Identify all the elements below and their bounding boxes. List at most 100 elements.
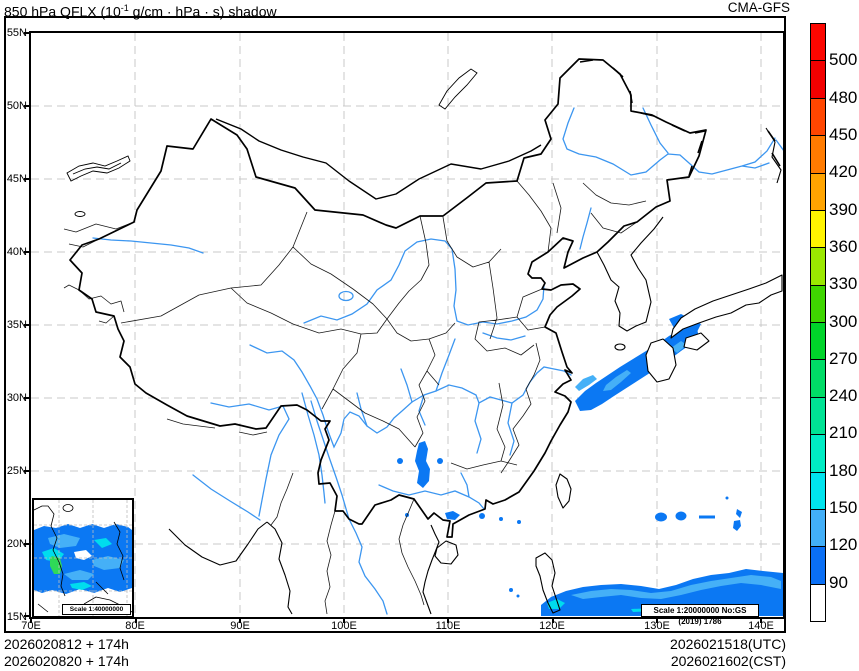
- vietnam-coast: [422, 524, 440, 615]
- lat-label-25n: 25N: [6, 465, 27, 477]
- shikoku-island: [683, 332, 710, 351]
- lakes: [66, 68, 478, 217]
- map-canvas: [31, 33, 783, 617]
- colorbar-segment: [811, 98, 825, 137]
- colorbar-segment: [811, 210, 825, 249]
- amur-border-dashes: [579, 59, 781, 177]
- colorbar-segment: [811, 285, 825, 323]
- lon-label-120e: 120E: [539, 620, 565, 632]
- lat-label-50n: 50N: [6, 100, 27, 112]
- hainan-island: [434, 540, 459, 565]
- foreign-borders: [63, 221, 425, 615]
- colorbar-label-90: 90: [829, 573, 848, 592]
- korea-coast: [596, 216, 664, 332]
- colorbar-label-450: 450: [829, 125, 858, 144]
- lat-tick: [24, 324, 31, 326]
- lat-label-20n: 20N: [6, 538, 27, 550]
- qflx-shading: [397, 314, 783, 616]
- colorbar-label-270: 270: [829, 349, 858, 368]
- lat-tick: [24, 615, 31, 617]
- china-border: [69, 58, 707, 538]
- colorbar-segment: [811, 472, 825, 510]
- colorbar-label-300: 300: [829, 312, 858, 331]
- inset-shading: [34, 524, 132, 594]
- chart-outer-frame: [4, 16, 786, 633]
- yangtze-river: [249, 344, 572, 449]
- coastlines: [168, 127, 782, 615]
- jeju-island: [614, 343, 626, 351]
- page-title: 850 hPa QFLX (10-1 g/cm · hPa · s) shado…: [4, 0, 277, 20]
- colorbar-segment: [811, 136, 825, 174]
- colorbar-segment: [811, 173, 825, 211]
- colorbar-label-480: 480: [829, 88, 858, 107]
- title-exponent: -1: [120, 3, 129, 13]
- lon-tick: [760, 619, 762, 623]
- colorbar-segment: [811, 24, 825, 62]
- inset-canvas: [33, 500, 133, 616]
- colorbar-label-240: 240: [829, 386, 858, 405]
- lat-tick: [24, 543, 31, 545]
- lat-tick: [24, 251, 31, 253]
- inset-map: [32, 498, 134, 618]
- colorbar-segment: [811, 323, 825, 361]
- main-map: [29, 31, 785, 619]
- title-units: g/cm · hPa · s) shadow: [128, 3, 277, 20]
- lon-tick: [447, 619, 449, 623]
- colorbar-label-210: 210: [829, 423, 858, 442]
- taiwan-island: [555, 473, 572, 509]
- pearl-river: [378, 472, 485, 510]
- colorbar-label-390: 390: [829, 200, 858, 219]
- colorbar-segment: [811, 509, 825, 548]
- provincial-borders: [120, 180, 647, 474]
- tarim-river: [92, 237, 204, 254]
- model-label: CMA-GFS: [727, 0, 790, 15]
- title-text: 850 hPa QFLX (10: [4, 3, 121, 20]
- mekong-river: [310, 400, 388, 615]
- lake-baikal: [438, 68, 478, 110]
- lon-label-140e: 140E: [748, 620, 774, 632]
- lon-tick: [552, 619, 554, 623]
- lat-tick: [24, 32, 31, 34]
- colorbar-segment: [811, 397, 825, 436]
- rivers: [92, 107, 783, 615]
- lon-label-90e: 90E: [230, 620, 250, 632]
- init-time-cst: 2026020820 + 174h: [4, 653, 129, 669]
- inset-coastlines: [33, 504, 133, 613]
- colorbar: [810, 23, 826, 622]
- bay-of-bengal-coast: [168, 521, 293, 615]
- inset-scale-label: Scale 1:40000000: [62, 604, 131, 615]
- colorbar-label-150: 150: [829, 498, 858, 517]
- inset-gridlines: [34, 500, 132, 616]
- init-time-utc: 2026020812 + 174h: [4, 636, 129, 652]
- lon-tick: [135, 619, 137, 623]
- colorbar-label-500: 500: [829, 50, 858, 69]
- mongolia-russia-border: [215, 118, 542, 200]
- colorbar-segment: [811, 61, 825, 99]
- colorbar-label-330: 330: [829, 274, 858, 293]
- colorbar-label-180: 180: [829, 461, 858, 480]
- island-coastlines: [434, 274, 783, 614]
- lake-balkhash: [66, 155, 131, 182]
- national-borders: [69, 58, 781, 538]
- lon-label-100e: 100E: [331, 620, 357, 632]
- lon-label-80e: 80E: [125, 620, 145, 632]
- amur-river: [562, 107, 783, 176]
- lat-tick: [24, 397, 31, 399]
- main-scale-label: Scale 1:20000000 No:GS (2019) 1786: [641, 604, 759, 626]
- colorbar-segment: [811, 248, 825, 286]
- lat-label-40n: 40N: [6, 246, 27, 258]
- lon-tick: [239, 619, 241, 623]
- lon-tick: [343, 619, 345, 623]
- lat-label-35n: 35N: [6, 319, 27, 331]
- lon-tick: [656, 619, 658, 623]
- lon-tick: [30, 619, 32, 623]
- lat-label-30n: 30N: [6, 392, 27, 404]
- lon-label-110e: 110E: [435, 620, 461, 632]
- lake-issyk-kul: [74, 211, 86, 217]
- lat-label-15n: 15N: [6, 611, 27, 623]
- lat-label-45n: 45N: [6, 173, 27, 185]
- lat-label-55n: 55N: [6, 27, 27, 39]
- colorbar-segment: [811, 547, 825, 585]
- qinghai-lake: [338, 290, 354, 302]
